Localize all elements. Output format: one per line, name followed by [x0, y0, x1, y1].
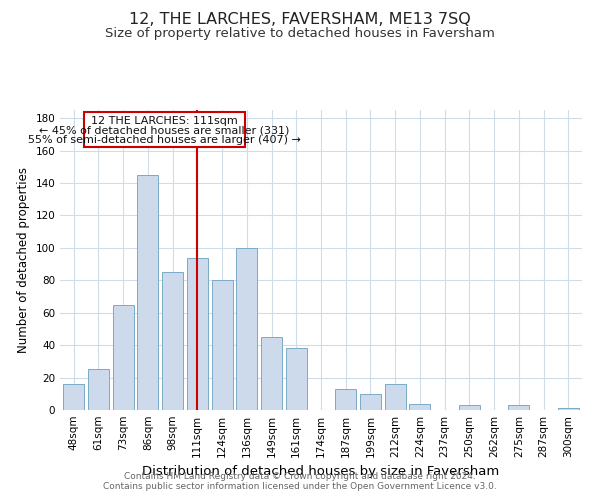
- Bar: [385, 384, 406, 410]
- FancyBboxPatch shape: [84, 112, 245, 148]
- Bar: [508, 405, 529, 410]
- Bar: [88, 370, 109, 410]
- Bar: [187, 258, 208, 410]
- Bar: [286, 348, 307, 410]
- Text: Contains public sector information licensed under the Open Government Licence v3: Contains public sector information licen…: [103, 482, 497, 491]
- Bar: [360, 394, 381, 410]
- Bar: [113, 304, 134, 410]
- Bar: [137, 175, 158, 410]
- X-axis label: Distribution of detached houses by size in Faversham: Distribution of detached houses by size …: [142, 466, 500, 478]
- Text: Size of property relative to detached houses in Faversham: Size of property relative to detached ho…: [105, 28, 495, 40]
- Y-axis label: Number of detached properties: Number of detached properties: [17, 167, 30, 353]
- Bar: [459, 405, 480, 410]
- Bar: [212, 280, 233, 410]
- Text: 12, THE LARCHES, FAVERSHAM, ME13 7SQ: 12, THE LARCHES, FAVERSHAM, ME13 7SQ: [129, 12, 471, 28]
- Bar: [558, 408, 579, 410]
- Bar: [261, 337, 282, 410]
- Text: Contains HM Land Registry data © Crown copyright and database right 2024.: Contains HM Land Registry data © Crown c…: [124, 472, 476, 481]
- Bar: [162, 272, 183, 410]
- Text: 55% of semi-detached houses are larger (407) →: 55% of semi-detached houses are larger (…: [28, 135, 301, 145]
- Bar: [63, 384, 84, 410]
- Bar: [236, 248, 257, 410]
- Text: 12 THE LARCHES: 111sqm: 12 THE LARCHES: 111sqm: [91, 116, 238, 126]
- Bar: [335, 389, 356, 410]
- Bar: [409, 404, 430, 410]
- Text: ← 45% of detached houses are smaller (331): ← 45% of detached houses are smaller (33…: [39, 126, 290, 136]
